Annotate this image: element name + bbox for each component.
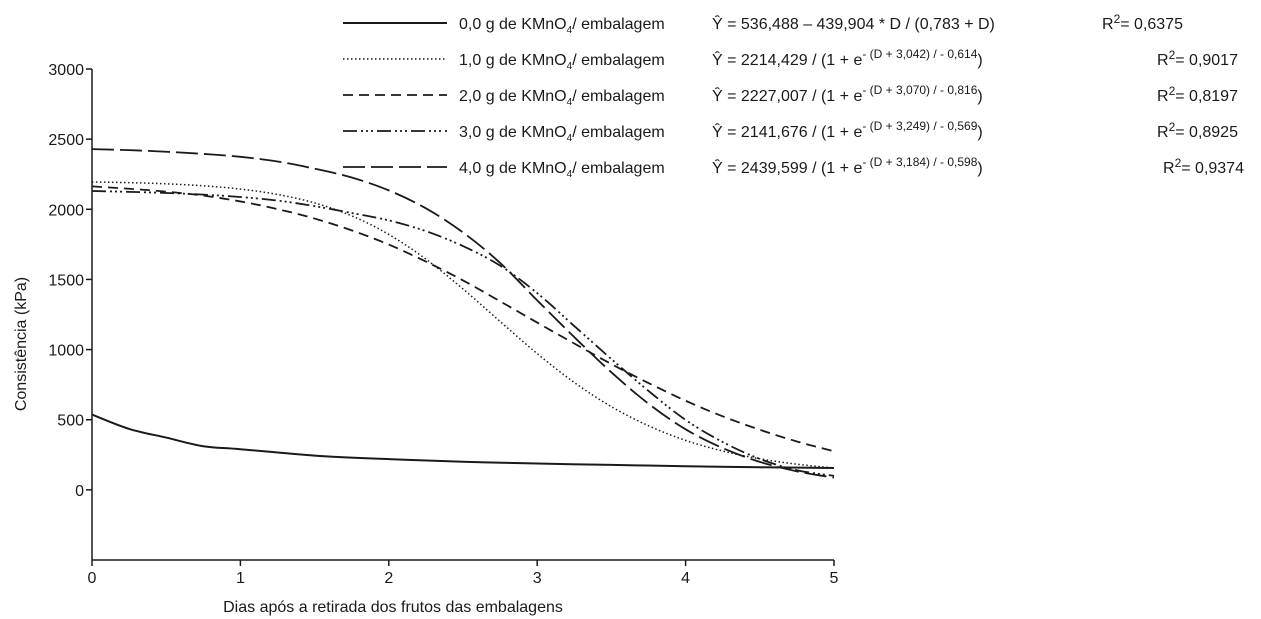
x-axis-ticks: 0 1 2 3 4 5 (88, 560, 839, 587)
legend-equation: Ŷ = 2214,429 / (1 + e- (D + 3,042) / - 0… (712, 47, 983, 69)
y-axis-title: Consistência (kPa) (13, 277, 30, 411)
plot-area (91, 148, 835, 479)
y-tick-label: 2000 (48, 202, 84, 219)
x-axis-title: Dias após a retirada dos frutos das emba… (223, 599, 563, 616)
legend-label: 0,0 g de KMnO4/ embalagem (459, 16, 665, 36)
legend-r-squared: R2= 0,8197 (1157, 84, 1238, 105)
legend-item-3: 3,0 g de KMnO4/ embalagem Ŷ = 2141,676 / … (343, 119, 1238, 144)
y-tick-label: 1500 (48, 272, 84, 289)
series-line-2 (91, 185, 835, 453)
x-tick-label: 1 (236, 570, 245, 587)
legend-label: 4,0 g de KMnO4/ embalagem (459, 160, 665, 180)
x-tick-label: 5 (830, 570, 839, 587)
y-tick-label: 3000 (48, 62, 84, 79)
legend: 0,0 g de KMnO4/ embalagem Ŷ = 536,488 – 4… (343, 12, 1244, 180)
legend-item-0: 0,0 g de KMnO4/ embalagem Ŷ = 536,488 – 4… (343, 12, 1183, 36)
legend-equation: Ŷ = 536,488 – 439,904 * D / (0,783 + D) (712, 14, 995, 33)
legend-r-squared: R2= 0,9017 (1157, 48, 1238, 69)
legend-item-4: 4,0 g de KMnO4/ embalagem Ŷ = 2439,599 / … (343, 155, 1244, 180)
legend-equation: Ŷ = 2141,676 / (1 + e- (D + 3,249) / - 0… (712, 119, 983, 141)
legend-label: 2,0 g de KMnO4/ embalagem (459, 88, 665, 108)
legend-item-1: 1,0 g de KMnO4/ embalagem Ŷ = 2214,429 / … (343, 47, 1238, 72)
legend-equation: Ŷ = 2439,599 / (1 + e- (D + 3,184) / - 0… (712, 155, 983, 177)
series-line-1 (91, 181, 835, 469)
y-axis-ticks: 0 500 1000 1500 2000 2500 3000 (48, 62, 92, 500)
legend-r-squared: R2= 0,9374 (1163, 156, 1244, 177)
y-tick-label: 0 (75, 483, 84, 500)
legend-label: 1,0 g de KMnO4/ embalagem (459, 52, 665, 72)
x-tick-label: 0 (88, 570, 97, 587)
legend-r-squared: R2= 0,6375 (1102, 12, 1183, 33)
legend-label: 3,0 g de KMnO4/ embalagem (459, 124, 665, 144)
x-tick-label: 2 (384, 570, 393, 587)
axes: 0 500 1000 1500 2000 2500 3000 0 1 2 3 4 5 (48, 62, 838, 587)
y-tick-label: 500 (57, 413, 84, 430)
legend-equation: Ŷ = 2227,007 / (1 + e- (D + 3,070) / - 0… (712, 83, 983, 105)
x-tick-label: 4 (681, 570, 690, 587)
y-tick-label: 2500 (48, 132, 84, 149)
legend-item-2: 2,0 g de KMnO4/ embalagem Ŷ = 2227,007 / … (343, 83, 1238, 108)
x-tick-label: 3 (533, 570, 542, 587)
series-line-0 (91, 413, 835, 469)
legend-r-squared: R2= 0,8925 (1157, 120, 1238, 141)
y-tick-label: 1000 (48, 343, 84, 360)
series-line-3 (91, 190, 835, 477)
series-line-4 (91, 148, 835, 479)
